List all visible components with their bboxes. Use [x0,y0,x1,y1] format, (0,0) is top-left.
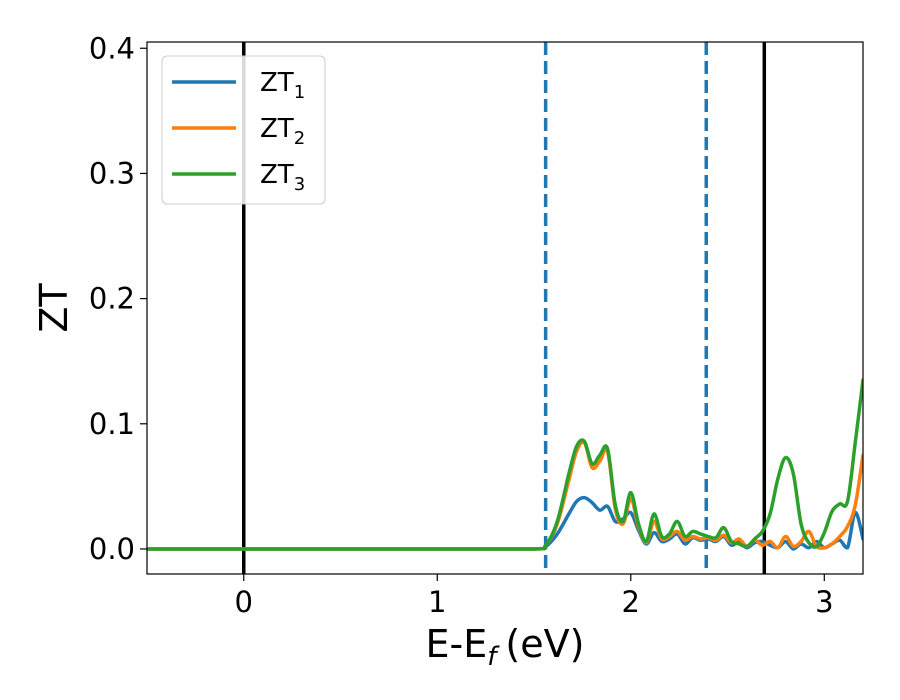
legend-label-zt3: ZT3 [260,160,305,195]
y-axis-label: ZT [32,283,76,333]
plot-frame [146,41,864,575]
series-lines [147,378,863,551]
y-axis-ticks: 0.0 0.1 0.2 0.3 0.4 [89,31,147,566]
legend: ZT1 ZT2 ZT3 [161,55,326,205]
legend-label-zt1: ZT1 [260,68,305,103]
x-axis-label-unit: (eV) [505,622,584,666]
x-axis-ticks: 0 1 2 3 [235,574,834,619]
series-line-zt2 [147,440,863,551]
y-tick-label: 0.2 [89,282,135,316]
legend-entries: ZT1 ZT2 ZT3 [172,68,305,195]
y-tick-label: 0.1 [89,407,135,441]
y-tick-label: 0.0 [89,532,135,566]
x-tick-label: 0 [235,585,253,619]
x-axis-label-main: E-E [426,622,488,666]
x-tick-label: 2 [622,585,640,619]
reference-lines [242,42,767,574]
x-axis-label: E-Ef (eV) [426,622,585,672]
x-tick-label: 3 [815,585,833,619]
series-line-zt3 [147,378,863,551]
x-tick-label: 1 [428,585,446,619]
legend-box [161,55,326,205]
y-tick-label: 0.3 [89,156,135,190]
legend-label-zt2: ZT2 [260,114,305,149]
y-tick-label: 0.4 [89,31,135,65]
x-axis-label-subscript: f [487,642,500,672]
